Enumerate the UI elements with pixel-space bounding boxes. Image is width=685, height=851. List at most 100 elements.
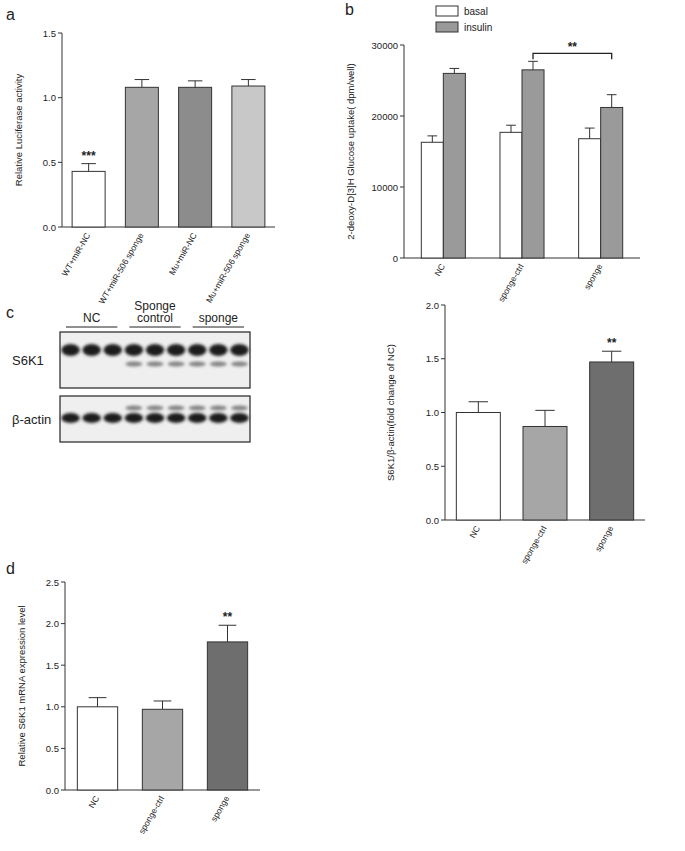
blot-group-label: sponge [199,311,239,325]
blot-faint-band [210,406,227,411]
y-tick [441,466,445,467]
error-stem [227,625,228,642]
error-bar [154,701,172,709]
y-tick [61,665,65,666]
marks [77,625,247,790]
chart: 0.00.51.01.5Relative Luciferase activity… [13,28,275,306]
error-bar [450,68,460,73]
bar [232,86,265,227]
y-tick-label: 1.5 [426,353,439,364]
y-axis-label: Relative Luciferase activity [13,74,24,187]
bar [500,132,522,258]
blot-group-label: NC [83,311,101,325]
error-bar [81,164,96,172]
blot-group-underline [129,327,180,328]
error-bar [585,128,595,139]
blot-group-underline [66,327,117,328]
x-tick-label: sponge [582,262,605,291]
blot-band [61,344,80,356]
figure: abcdNCSpongecontrolspongeS6K1β-actin0.00… [0,0,685,851]
error-stem [510,125,511,132]
y-tick [400,258,404,259]
y-axis-label: 2-deoxy-D[3]H Glucose uptake( dpm/well) [345,63,356,239]
y-tick-label: 0.0 [426,515,439,526]
blot-band [167,344,186,356]
bar [443,73,465,258]
y-axis-label: S6K1/β-actin(fold change of NC) [385,344,396,481]
blot-band [125,413,144,423]
legend-swatch [436,22,458,32]
blot-band [167,413,186,423]
x-tick-label: NC [432,262,447,278]
significance: ** [568,40,578,54]
y-tick [61,623,65,624]
y-tick [58,162,62,163]
blot-faint-band [147,406,164,411]
y-tick [400,187,404,188]
significance: ** [223,610,233,624]
y-tick-label: 1.5 [46,660,59,671]
y-tick-label: 1.5 [43,28,56,39]
panel-letter: d [6,560,15,577]
error-stem [478,402,479,413]
error-cap [154,700,172,701]
error-bar [188,81,203,87]
blot-band [209,344,228,356]
y-tick [61,706,65,707]
blot-band [188,344,207,356]
x-tick-label: WT+miR-506 sponge [97,231,146,306]
bar [456,413,500,521]
y-tick [61,582,65,583]
blot-group-label-line: NC [83,311,101,325]
blot-band [209,413,228,423]
y-tick-label: 2.5 [46,577,59,588]
error-cap [241,79,256,80]
marks [72,80,265,227]
blot-group-underline [193,327,244,328]
blot-band [146,344,165,356]
error-bar [427,136,437,142]
x-tick-label: Mu+miR-NC [167,231,199,277]
error-cap [535,410,554,411]
error-stem [611,95,612,108]
blot-faint-band [189,406,206,411]
panel-letter: a [6,6,15,23]
blot-band [230,413,249,423]
error-bar [535,410,554,426]
blot-faint-band [231,362,248,367]
error-stem [454,68,455,73]
y-tick [61,748,65,749]
x-tick-label: NC [86,794,101,810]
significance: *** [82,149,96,163]
error-cap [469,401,488,402]
x-tick-label: WT+miR-NC [59,231,92,278]
blot-frame [60,332,250,388]
blot-faint-band [168,362,185,367]
marks [421,61,622,258]
chart: 0.00.51.01.52.0S6K1/β-actin(fold change … [385,300,645,566]
y-tick [58,227,62,228]
error-stem [248,80,249,86]
blot-faint-band [189,362,206,367]
error-stem [162,701,163,709]
blot-band [61,413,80,423]
y-tick-label: 2.0 [426,300,439,311]
y-axis [404,45,405,258]
error-cap [188,80,203,81]
y-tick-label: 1.0 [43,92,56,103]
blot-row-label: β-actin [12,412,51,427]
bar [579,139,601,258]
y-tick [400,45,404,46]
y-tick-label: 10000 [372,182,398,193]
y-tick [441,520,445,521]
legend-label: basal [464,6,488,17]
x-tick-label: sponge-ctrl [496,262,526,304]
panel-letter: c [6,304,14,321]
bar [601,107,623,258]
bar [522,70,544,258]
western-blot: NCSpongecontrolspongeS6K1β-actin [12,299,250,442]
blot-faint-band [210,362,227,367]
y-tick-label: 1.0 [46,701,59,712]
blot-band [125,344,144,356]
blot-group-label-line: sponge [199,311,239,325]
